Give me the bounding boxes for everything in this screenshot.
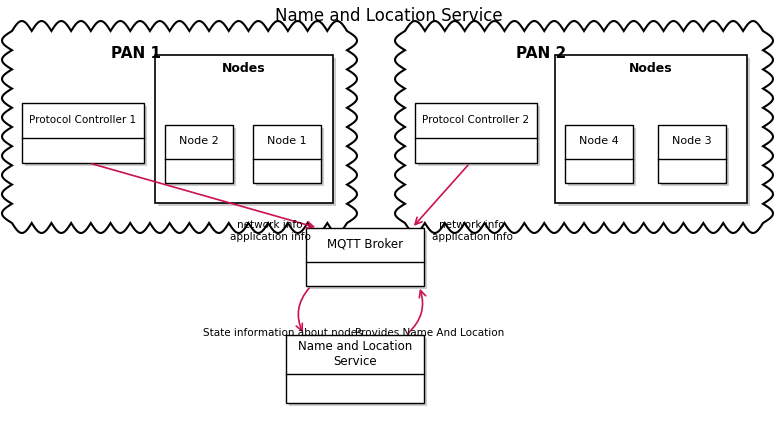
FancyBboxPatch shape (155, 55, 333, 203)
FancyBboxPatch shape (158, 58, 336, 206)
Text: Provides Name And Location: Provides Name And Location (356, 328, 505, 338)
Text: Name and Location
Service: Name and Location Service (298, 340, 412, 368)
FancyBboxPatch shape (168, 128, 236, 186)
FancyBboxPatch shape (289, 338, 427, 406)
Polygon shape (395, 21, 773, 233)
FancyBboxPatch shape (555, 55, 747, 203)
FancyBboxPatch shape (256, 128, 324, 186)
FancyBboxPatch shape (309, 231, 427, 289)
Text: Node 1: Node 1 (267, 136, 307, 146)
Text: network info
application info: network info application info (230, 220, 310, 242)
Text: Protocol Controller 2: Protocol Controller 2 (422, 115, 530, 125)
Text: Node 2: Node 2 (179, 136, 219, 146)
Text: Name and Location Service: Name and Location Service (275, 7, 503, 25)
FancyBboxPatch shape (286, 335, 424, 403)
FancyBboxPatch shape (25, 106, 147, 166)
FancyBboxPatch shape (661, 128, 729, 186)
FancyBboxPatch shape (558, 58, 750, 206)
FancyBboxPatch shape (22, 103, 144, 163)
FancyBboxPatch shape (658, 125, 726, 183)
Polygon shape (2, 21, 357, 233)
FancyBboxPatch shape (306, 228, 424, 286)
Text: Nodes: Nodes (629, 63, 673, 75)
FancyBboxPatch shape (253, 125, 321, 183)
FancyBboxPatch shape (165, 125, 233, 183)
Text: PAN 1: PAN 1 (111, 45, 161, 60)
FancyBboxPatch shape (415, 103, 537, 163)
Text: network info
application info: network info application info (432, 220, 513, 242)
Text: MQTT Broker: MQTT Broker (327, 238, 403, 251)
Text: Nodes: Nodes (223, 63, 266, 75)
Text: PAN 2: PAN 2 (516, 45, 566, 60)
Text: Node 3: Node 3 (672, 136, 712, 146)
Text: Node 4: Node 4 (579, 136, 619, 146)
FancyBboxPatch shape (418, 106, 540, 166)
Text: Protocol Controller 1: Protocol Controller 1 (30, 115, 137, 125)
FancyBboxPatch shape (568, 128, 636, 186)
FancyBboxPatch shape (565, 125, 633, 183)
Text: State information about nodes: State information about nodes (203, 328, 363, 338)
